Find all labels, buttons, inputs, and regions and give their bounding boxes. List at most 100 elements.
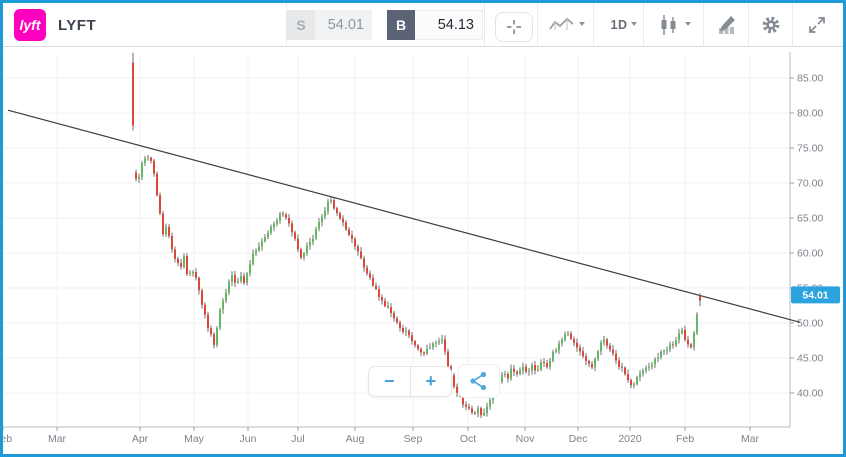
candle-body <box>423 352 425 354</box>
symbol-title: LYFT <box>58 16 97 34</box>
candle-body <box>507 374 509 379</box>
candle-body <box>681 329 683 334</box>
candle-body <box>213 334 215 346</box>
candle-body <box>522 366 524 371</box>
candle-body <box>399 322 401 328</box>
interval-label: 1D <box>610 18 628 32</box>
candle-body <box>306 245 308 254</box>
fullscreen-button[interactable] <box>805 14 829 36</box>
candle-style-button[interactable] <box>657 14 681 36</box>
price-chart[interactable]: 85.0080.0075.0070.0065.0060.0055.0050.00… <box>3 47 843 454</box>
candle-body <box>411 335 413 342</box>
candle-body <box>246 273 248 283</box>
y-axis-label: 60.00 <box>797 248 823 260</box>
buy-letter: B <box>387 10 415 40</box>
candle-body <box>408 330 410 336</box>
candle-body <box>465 404 467 407</box>
candle-body <box>519 370 521 375</box>
candle-body <box>387 306 389 308</box>
chart-type-button[interactable] <box>548 16 576 34</box>
candle-body <box>483 412 485 416</box>
candle-style-caret[interactable] <box>685 22 691 26</box>
candle-body <box>699 295 701 301</box>
candle-body <box>204 304 206 315</box>
candle-body <box>420 348 422 353</box>
candlestick-icon <box>661 15 676 35</box>
candle-body <box>588 360 590 364</box>
candle-body <box>486 406 488 413</box>
candle-body <box>366 267 368 274</box>
y-axis-label: 80.00 <box>797 108 823 120</box>
candle-body <box>297 238 299 250</box>
chart-type-caret[interactable] <box>579 22 585 26</box>
sell-button[interactable]: S 54.01 <box>287 10 372 40</box>
candle-body <box>144 158 146 163</box>
chevron-down-icon <box>579 22 585 26</box>
candle-body <box>165 226 167 235</box>
lyft-logo: lyft <box>14 9 46 41</box>
candle-body <box>156 173 158 196</box>
candle-body <box>279 213 281 221</box>
candle-body <box>612 349 614 354</box>
divider <box>643 3 644 47</box>
candle-body <box>594 358 596 368</box>
candle-body <box>480 408 482 416</box>
candle-body <box>153 160 155 174</box>
candle-body <box>264 237 266 242</box>
candle-body <box>375 285 377 290</box>
zoom-in-button[interactable]: + <box>425 371 436 391</box>
buy-button[interactable]: B 54.13 <box>387 10 483 40</box>
candle-body <box>393 312 395 319</box>
candle-body <box>369 273 371 278</box>
candle-body <box>624 367 626 375</box>
candle-body <box>639 373 641 378</box>
candle-body <box>573 338 575 343</box>
candle-body <box>657 357 659 359</box>
candle-body <box>291 223 293 233</box>
chart-panel: 85.0080.0075.0070.0065.0060.0055.0050.00… <box>3 47 843 454</box>
candle-body <box>453 375 455 387</box>
x-axis-label: Mar <box>48 433 67 445</box>
candle-body <box>414 341 416 346</box>
drawing-tools-button[interactable] <box>715 14 739 36</box>
candle-body <box>360 251 362 259</box>
candle-body <box>462 395 464 405</box>
candle-body <box>183 256 185 267</box>
candle-body <box>537 369 539 371</box>
sell-letter: S <box>287 10 315 40</box>
candle-body <box>597 351 599 359</box>
candle-body <box>570 333 572 339</box>
candle-body <box>324 211 326 217</box>
interval-caret[interactable] <box>631 22 637 26</box>
divider <box>703 3 704 47</box>
candle-body <box>402 327 404 333</box>
interval-button[interactable]: 1D <box>607 16 631 34</box>
candle-body <box>174 249 176 259</box>
candle-body <box>651 364 653 367</box>
candle-body <box>363 258 365 268</box>
candle-body <box>567 333 569 335</box>
candle-body <box>606 339 608 346</box>
candle-body <box>267 232 269 238</box>
candle-body <box>384 300 386 307</box>
candle-body <box>660 351 662 358</box>
candle-body <box>504 374 506 376</box>
candle-body <box>189 273 191 275</box>
candle-body <box>237 281 239 283</box>
candle-body <box>687 339 689 345</box>
y-axis-label: 40.00 <box>797 388 823 400</box>
candle-body <box>195 272 197 278</box>
candle-body <box>618 360 620 367</box>
candle-body <box>558 343 560 351</box>
candle-body <box>216 327 218 346</box>
share-button[interactable] <box>458 364 500 398</box>
candle-body <box>600 342 602 352</box>
candle-body <box>378 289 380 297</box>
settings-button[interactable] <box>759 14 783 36</box>
crosshair-button[interactable] <box>495 12 533 42</box>
candle-body <box>630 380 632 386</box>
zoom-out-button[interactable]: − <box>383 371 395 391</box>
chevron-down-icon <box>685 22 691 26</box>
candle-body <box>150 157 152 161</box>
